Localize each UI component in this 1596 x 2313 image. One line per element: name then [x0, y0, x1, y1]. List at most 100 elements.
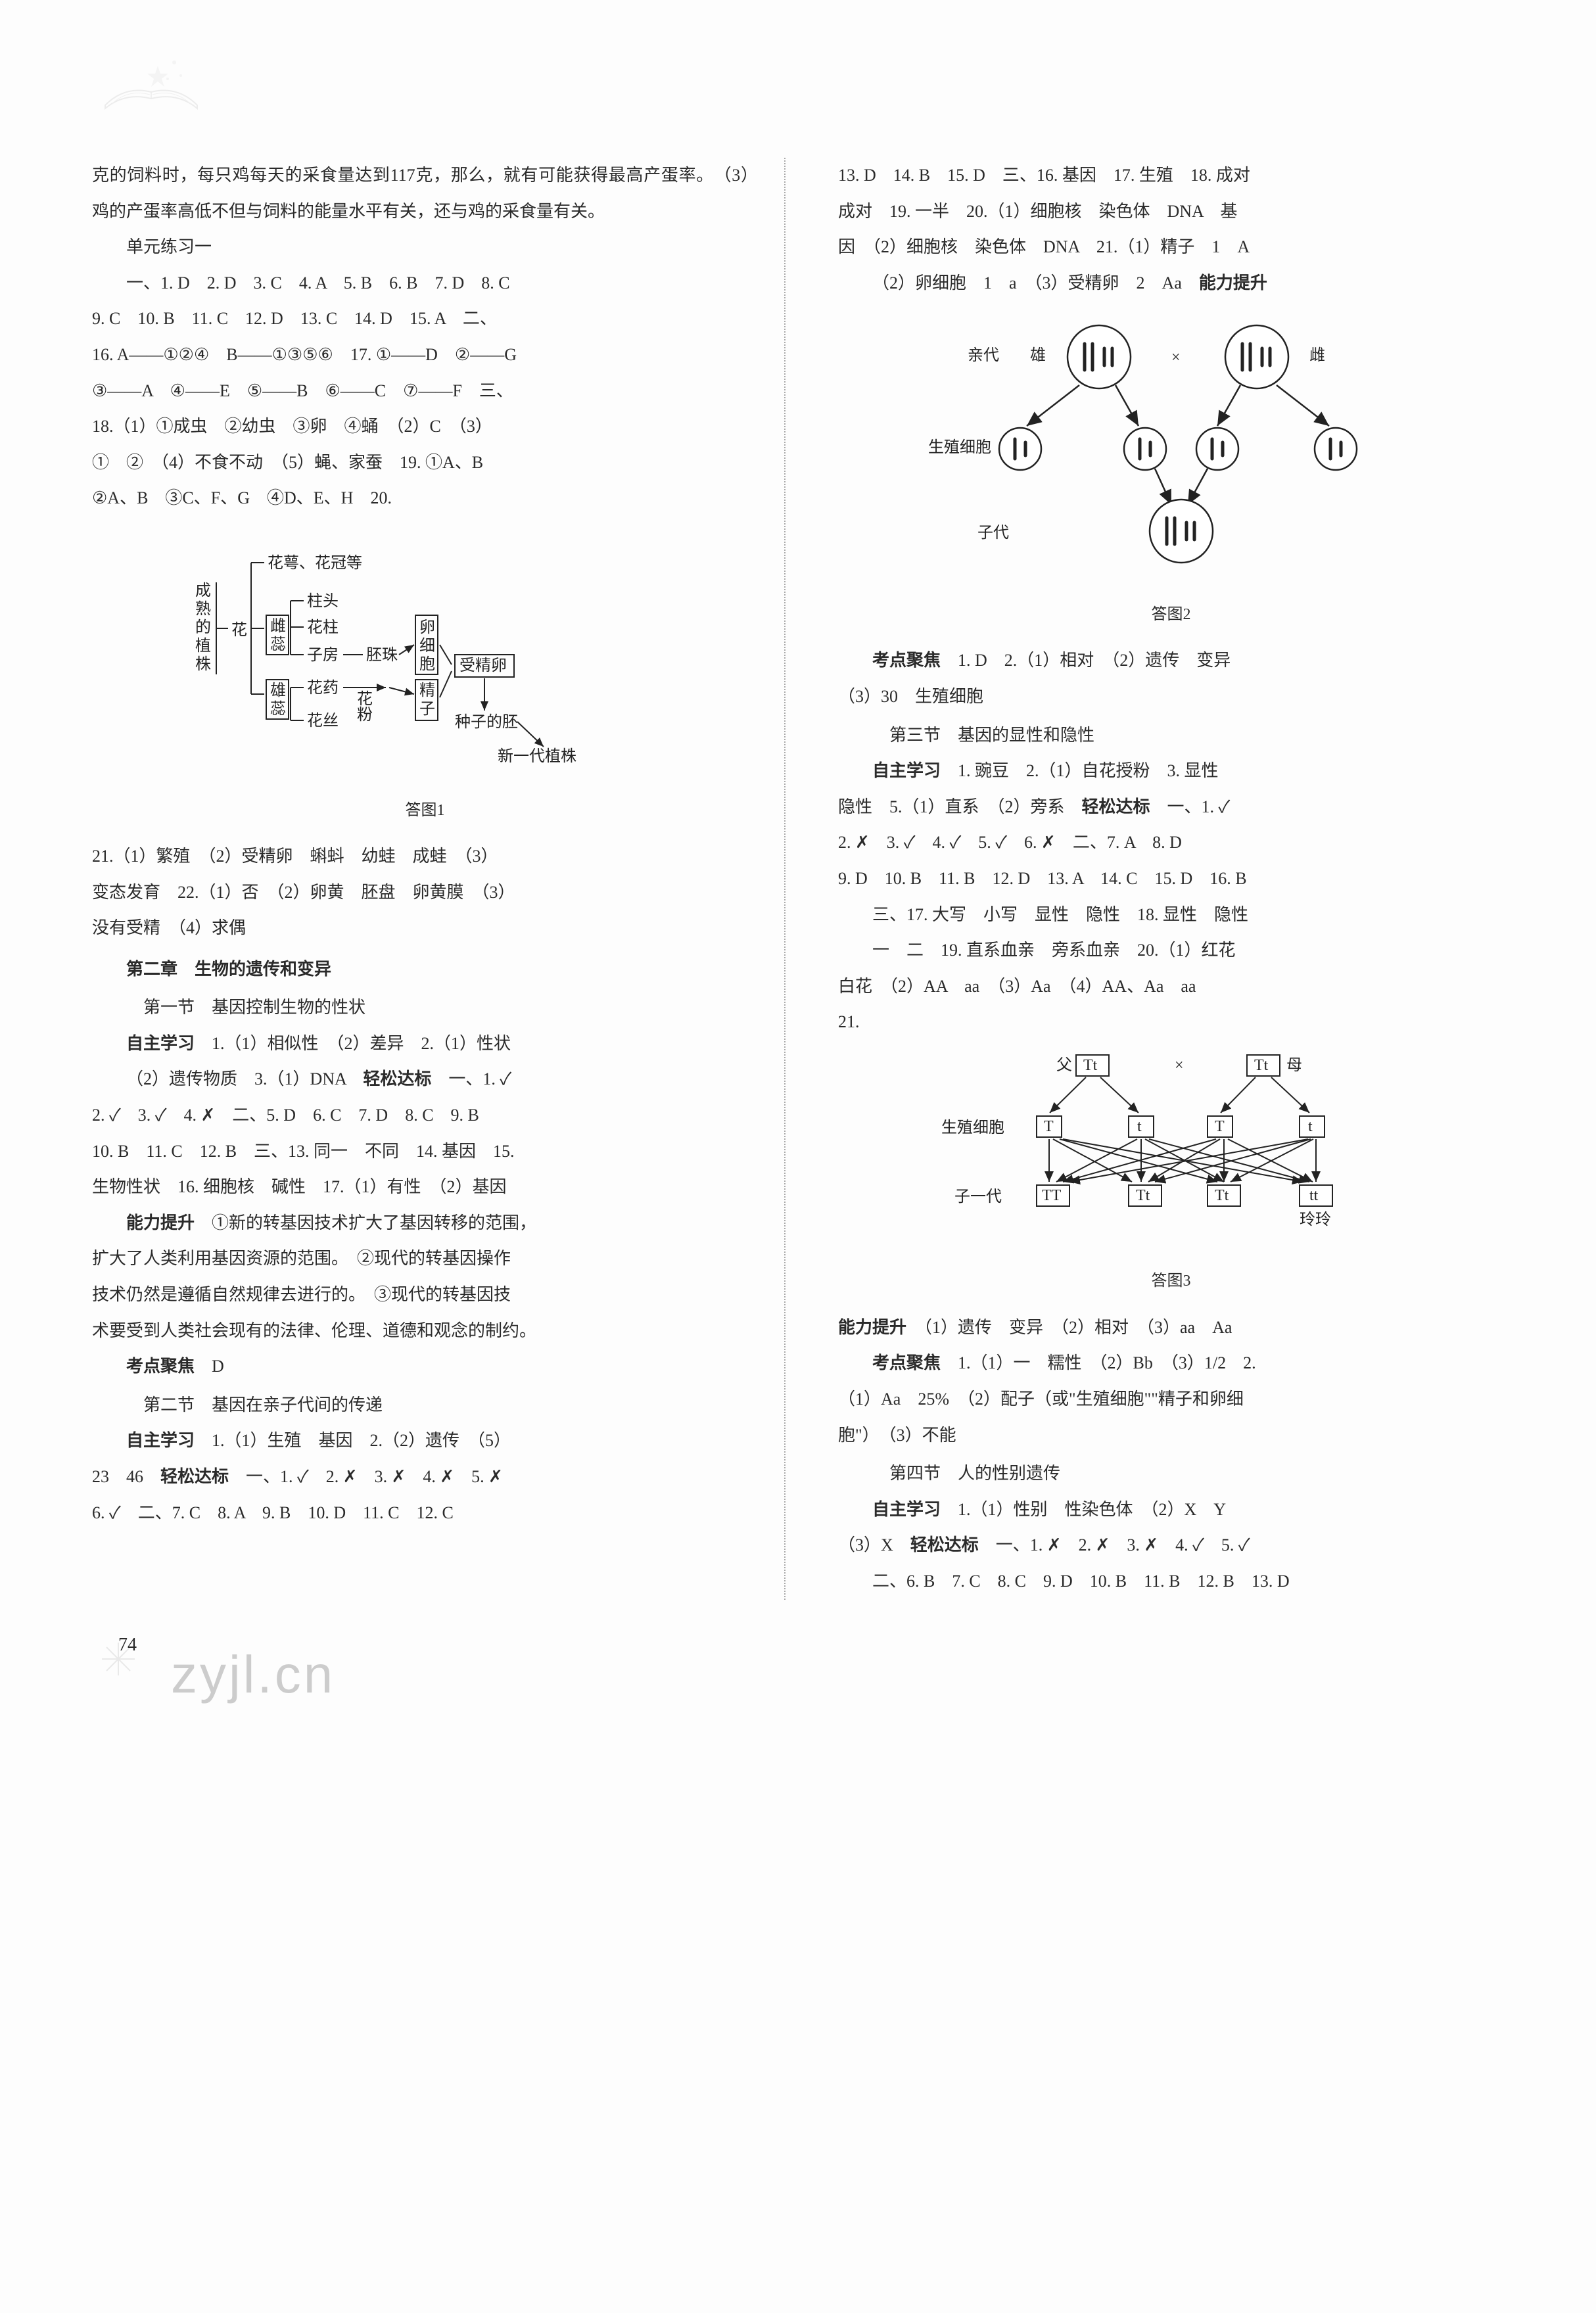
label-zizhu: 自主学习 — [872, 1500, 941, 1519]
s1-text: ①新的转基因技术扩大了基因转移的范围， — [195, 1213, 536, 1232]
unit1-line: 9. C 10. B 11. C 12. D 13. C 14. D 15. A… — [92, 301, 758, 337]
s3-line: 隐性 5.（1）直系 （2）旁系 轻松达标 一、1. ✓ — [838, 789, 1504, 826]
s2-line: 23 46 轻松达标 一、1. ✓ 2. ✗ 3. ✗ 4. ✗ 5. ✗ — [92, 1459, 758, 1495]
unit1-line: 一、1. D 2. D 3. C 4. A 5. B 6. B 7. D 8. … — [92, 266, 758, 302]
unit1-line: 18.（1）①成虫 ②幼虫 ③卵 ④蛹 （2）C （3） — [92, 409, 758, 445]
s3-line: （1）Aa 25% （2）配子（或"生殖细胞""精子和卵细 — [838, 1382, 1504, 1418]
s3-line: 9. D 10. B 11. B 12. D 13. A 14. C 15. D… — [838, 861, 1504, 897]
section1-title: 第一节 基因控制生物的性状 — [92, 990, 758, 1026]
fig3-shengzhi: 生殖细胞 — [941, 1119, 1004, 1136]
fig3-lingling: 玲玲 — [1300, 1211, 1331, 1228]
s3-text: 1.（1）一 糯性 （2）Bb （3）1/2 2. — [941, 1353, 1256, 1372]
fig3-caption: 答图3 — [838, 1265, 1504, 1297]
fig2-xiong: 雄 — [1030, 346, 1046, 364]
unit1-title: 单元练习一 — [92, 229, 758, 266]
fig3-x: × — [1175, 1057, 1184, 1074]
s4-text: 1.（1）性别 性染色体 （2）X Y — [941, 1500, 1226, 1519]
page-content: 克的饲料时，每只鸡每天的采食量达到117克，那么，就有可能获得最高产蛋率。 （3… — [92, 158, 1504, 1600]
right-column: 13. D 14. B 15. D 三、16. 基因 17. 生殖 18. 成对… — [825, 158, 1504, 1600]
label-zizhu: 自主学习 — [872, 761, 941, 780]
fig3-T2: T — [1215, 1118, 1225, 1135]
s3-text: 1. 豌豆 2.（1）自花授粉 3. 显性 — [941, 761, 1219, 780]
s1-line: 考点聚焦 D — [92, 1349, 758, 1385]
fig2-qindai: 亲代 — [968, 346, 999, 364]
fig1-luanxibao: 卵细胞 — [419, 619, 435, 673]
fig3-tt1: Tt — [1083, 1057, 1098, 1074]
fig3-T1: T — [1044, 1118, 1054, 1135]
label-nengli: 能力提升 — [838, 1318, 906, 1337]
fig1-huafen: 花粉 — [357, 690, 373, 724]
s1-line: 2. ✓ 3. ✓ 4. ✗ 二、5. D 6. C 7. D 8. C 9. … — [92, 1098, 758, 1134]
fig3-t2: t — [1308, 1118, 1313, 1135]
section2-title: 第二节 基因在亲子代间的传递 — [92, 1388, 758, 1424]
s3-line: 考点聚焦 1.（1）一 糯性 （2）Bb （3）1/2 2. — [838, 1345, 1504, 1382]
s1-line: （2）遗传物质 3.（1）DNA 轻松达标 一、1. ✓ — [92, 1062, 758, 1098]
s1-line: 生物性状 16. 细胞核 碱性 17.（1）有性 （2）基因 — [92, 1169, 758, 1205]
page-footer: 74 zyjl.cn — [92, 1620, 1504, 1698]
r-line: 成对 19. 一半 20.（1）细胞核 染色体 DNA 基 — [838, 194, 1504, 230]
unit1-line: ③——A ④——E ⑤——B ⑥——C ⑦——F 三、 — [92, 373, 758, 409]
r-text: 1. D 2.（1）相对 （2）遗传 变异 — [941, 651, 1231, 670]
label-nengli: 能力提升 — [1199, 273, 1267, 292]
label-qingsong: 轻松达标 — [1082, 797, 1150, 816]
fig1-huasi: 花丝 — [307, 712, 339, 730]
fig1-zifang: 子房 — [307, 646, 339, 664]
fig2-caption: 答图2 — [838, 598, 1504, 631]
fig1-zhongzidepei: 种子的胚 — [455, 713, 518, 731]
r-line: （2）卵细胞 1 a （3）受精卵 2 Aa 能力提升 — [838, 266, 1504, 302]
s2-line: 6. ✓ 二、7. C 8. A 9. B 10. D 11. C 12. C — [92, 1495, 758, 1531]
s1-line: 扩大了人类利用基因资源的范围。 ②现代的转基因操作 — [92, 1241, 758, 1277]
s2-text: 一、1. ✓ 2. ✗ 3. ✗ 4. ✗ 5. ✗ — [229, 1467, 503, 1486]
label-zizhu: 自主学习 — [126, 1431, 195, 1450]
label-kaodian: 考点聚焦 — [872, 651, 941, 670]
label-zizhu: 自主学习 — [126, 1034, 195, 1053]
fig3-Tt-b: Tt — [1215, 1187, 1229, 1204]
label-qingsong: 轻松达标 — [910, 1535, 979, 1554]
unit1-line: ① ② （4）不食不动 （5）蝇、家蚕 19. ①A、B — [92, 445, 758, 481]
fig2-cross: × — [1171, 349, 1181, 366]
s1-line: 自主学习 1.（1）相似性 （2）差异 2.（1）性状 — [92, 1026, 758, 1062]
s3-line: 2. ✗ 3. ✓ 4. ✓ 5. ✓ 6. ✗ 二、7. A 8. D — [838, 825, 1504, 861]
s4-text: 一、1. ✗ 2. ✗ 3. ✗ 4. ✓ 5. ✓ — [979, 1535, 1250, 1554]
fig3-mu: 母 — [1286, 1057, 1302, 1074]
para-feed: 克的饲料时，每只鸡每天的采食量达到117克，那么，就有可能获得最高产蛋率。 （3… — [92, 158, 758, 229]
book-logo — [92, 46, 210, 125]
after-fig1-line: 没有受精 （4）求偶 — [92, 910, 758, 946]
fig1-huae: 花萼、花冠等 — [268, 554, 362, 572]
figure-2: .l2 { font-size:24px; fill:#222; } .cir … — [838, 321, 1504, 590]
label-kaodian: 考点聚焦 — [872, 1353, 941, 1372]
label-nengli: 能力提升 — [126, 1213, 195, 1232]
fig1-peizhu: 胚珠 — [366, 646, 398, 664]
s4-line: 二、6. B 7. C 8. C 9. D 10. B 11. B 12. B … — [838, 1564, 1504, 1600]
s3-line: 白花 （2）AA aa （3）Aa （4）AA、Aa aa — [838, 969, 1504, 1005]
fig2-zidai: 子代 — [977, 524, 1009, 542]
r-line: 考点聚焦 1. D 2.（1）相对 （2）遗传 变异 — [838, 643, 1504, 679]
s1-text: 1.（1）相似性 （2）差异 2.（1）性状 — [195, 1034, 511, 1053]
fig1-huayao: 花药 — [307, 679, 339, 697]
label-kaodian: 考点聚焦 — [126, 1357, 195, 1376]
s1-line: 技术仍然是遵循自然规律去进行的。 ③现代的转基因技 — [92, 1277, 758, 1313]
s1-text: D — [195, 1357, 224, 1376]
fig1-xiongrui: 雄蕊 — [270, 682, 286, 718]
s2-line: 自主学习 1.（1）生殖 基因 2.（2）遗传 （5） — [92, 1423, 758, 1459]
fig1-root: 成熟的植株 — [195, 582, 211, 673]
s1-line: 10. B 11. C 12. B 三、13. 同一 不同 14. 基因 15. — [92, 1134, 758, 1170]
s3-line: 一 二 19. 直系血亲 旁系血亲 20.（1）红花 — [838, 933, 1504, 969]
section4-title: 第四节 人的性别遗传 — [838, 1456, 1504, 1492]
figure-1: .lab { font-size: 24px; fill:#222; } .bo… — [92, 523, 758, 786]
s1-line: 能力提升 ①新的转基因技术扩大了基因转移的范围， — [92, 1205, 758, 1242]
fig1-newplant: 新一代植株 — [498, 747, 576, 765]
fig3-ziyi: 子一代 — [954, 1188, 1002, 1205]
fig3-TT: TT — [1042, 1187, 1062, 1204]
r-text: （2）卵细胞 1 a （3）受精卵 2 Aa — [872, 273, 1199, 292]
r-line: 13. D 14. B 15. D 三、16. 基因 17. 生殖 18. 成对 — [838, 158, 1504, 194]
s3-text: （1）遗传 变异 （2）相对 （3）aa Aa — [906, 1318, 1232, 1337]
fig2-shengzhi: 生殖细胞 — [928, 438, 991, 456]
fig1-zhutou: 柱头 — [307, 592, 339, 610]
fig1-caption: 答图1 — [92, 794, 758, 827]
fig1-hua: 花 — [231, 621, 247, 639]
s3-line: 21. — [838, 1004, 1504, 1040]
s3-line: 能力提升 （1）遗传 变异 （2）相对 （3）aa Aa — [838, 1310, 1504, 1346]
fig1-shoujingluan: 受精卵 — [459, 657, 507, 674]
unit1-line: 16. A——①②④ B——①③⑤⑥ 17. ①——D ②——G — [92, 337, 758, 373]
